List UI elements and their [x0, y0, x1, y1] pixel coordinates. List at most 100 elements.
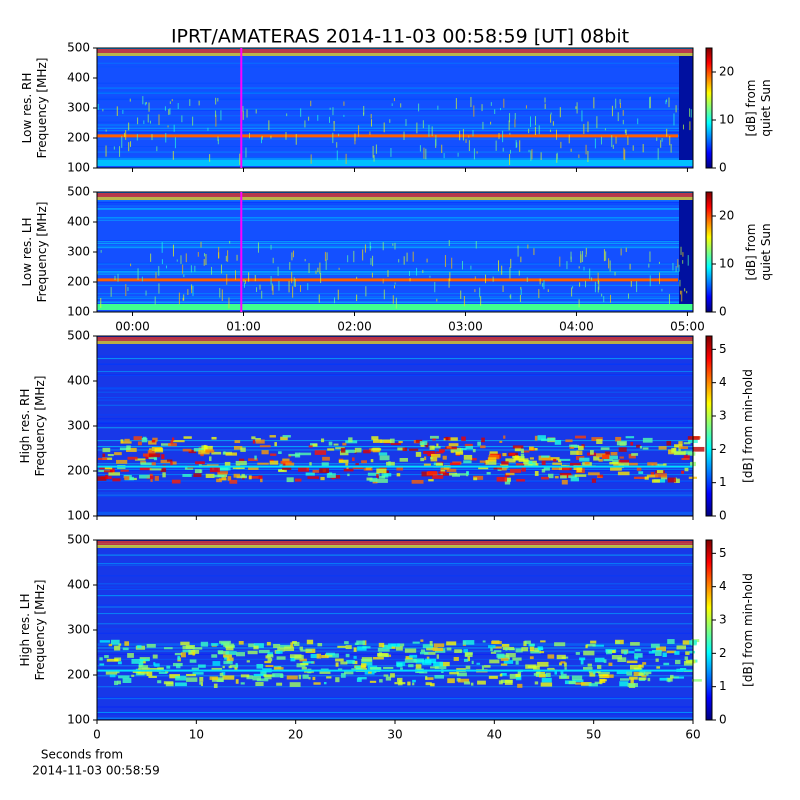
texture-speck	[252, 439, 256, 444]
texture-speck	[162, 472, 166, 478]
texture-speck	[419, 651, 429, 655]
y-label-line: Low res. LH	[20, 217, 34, 286]
texture-speck	[168, 109, 170, 115]
texture-speck	[277, 647, 285, 652]
texture-speck	[575, 652, 580, 655]
texture-speck	[479, 287, 481, 298]
texture-line	[97, 575, 693, 577]
texture-speck	[223, 643, 235, 647]
texture-speck	[468, 135, 470, 138]
texture-speck	[485, 274, 487, 284]
texture-speck	[630, 642, 640, 646]
texture-speck	[441, 144, 443, 153]
texture-speck	[308, 677, 311, 680]
texture-speck	[219, 672, 224, 677]
texture-speck	[404, 658, 417, 663]
texture-speck	[154, 663, 160, 667]
texture-line	[97, 240, 693, 242]
texture-speck	[464, 443, 473, 447]
texture-speck	[526, 277, 528, 282]
texture-speck	[238, 641, 244, 645]
texture-line	[97, 468, 693, 470]
texture-speck	[622, 119, 624, 125]
texture-speck	[373, 155, 375, 162]
texture-speck	[310, 154, 312, 164]
colorbar-label-line: [dB] from	[744, 224, 758, 281]
texture-speck	[634, 649, 641, 652]
texture-line	[97, 589, 693, 591]
texture-speck	[585, 144, 587, 155]
texture-speck	[105, 129, 107, 132]
texture-speck	[137, 672, 149, 675]
texture-speck	[623, 147, 625, 160]
texture-speck	[541, 460, 546, 465]
texture-speck	[544, 97, 546, 103]
texture-speck	[499, 468, 507, 471]
texture-speck	[370, 258, 372, 265]
texture-speck	[624, 149, 626, 161]
texture-speck	[465, 445, 474, 450]
texture-speck	[212, 661, 221, 666]
texture-speck	[430, 453, 441, 458]
texture-speck	[107, 454, 114, 457]
texture-speck	[571, 287, 573, 297]
colorbar-tick-label: 5	[719, 342, 727, 356]
texture-speck	[371, 272, 373, 278]
texture-speck	[308, 116, 310, 121]
texture-speck	[153, 456, 158, 461]
texture-speck	[343, 114, 345, 117]
texture-band	[97, 193, 693, 197]
texture-line	[97, 131, 693, 133]
texture-speck	[138, 665, 148, 670]
texture-speck	[436, 443, 439, 447]
texture-speck	[233, 446, 243, 450]
texture-speck	[102, 453, 106, 458]
texture-speck	[435, 451, 444, 454]
texture-line	[97, 711, 693, 713]
texture-speck	[457, 152, 459, 157]
texture-speck	[612, 459, 620, 465]
texture-speck	[128, 142, 130, 152]
texture-speck	[365, 286, 367, 297]
texture-speck	[158, 283, 160, 294]
texture-speck	[165, 265, 167, 269]
texture-speck	[585, 644, 588, 649]
texture-speck	[560, 670, 564, 675]
texture-speck	[683, 442, 691, 445]
texture-speck	[691, 679, 702, 682]
texture-speck	[675, 659, 681, 665]
texture-line	[97, 374, 693, 376]
texture-line	[97, 284, 693, 286]
texture-speck	[425, 442, 429, 448]
texture-speck	[501, 265, 503, 275]
texture-band	[97, 669, 693, 672]
texture-speck	[534, 126, 536, 136]
texture-speck	[270, 135, 272, 139]
texture-speck	[114, 275, 116, 281]
texture-speck	[171, 99, 173, 102]
texture-speck	[446, 446, 452, 449]
texture-speck	[345, 645, 352, 650]
texture-speck	[406, 252, 408, 262]
texture-speck	[650, 643, 660, 648]
texture-speck	[361, 658, 373, 662]
texture-speck	[361, 460, 367, 464]
texture-speck	[509, 452, 516, 456]
texture-line	[97, 202, 693, 204]
texture-line	[97, 358, 693, 360]
texture-speck	[636, 467, 642, 471]
texture-speck	[240, 682, 245, 685]
texture-speck	[666, 99, 668, 103]
texture-speck	[298, 466, 310, 472]
texture-speck	[500, 663, 508, 666]
texture-speck	[554, 669, 558, 675]
colorbar-label: [dB] fromquiet Sun	[744, 79, 773, 136]
texture-speck	[534, 471, 539, 476]
texture-speck	[145, 290, 147, 296]
texture-speck	[114, 645, 121, 651]
texture-speck	[290, 656, 296, 662]
texture-speck	[538, 674, 546, 678]
texture-speck	[553, 458, 557, 462]
texture-speck	[242, 477, 245, 480]
texture-line	[97, 138, 693, 140]
